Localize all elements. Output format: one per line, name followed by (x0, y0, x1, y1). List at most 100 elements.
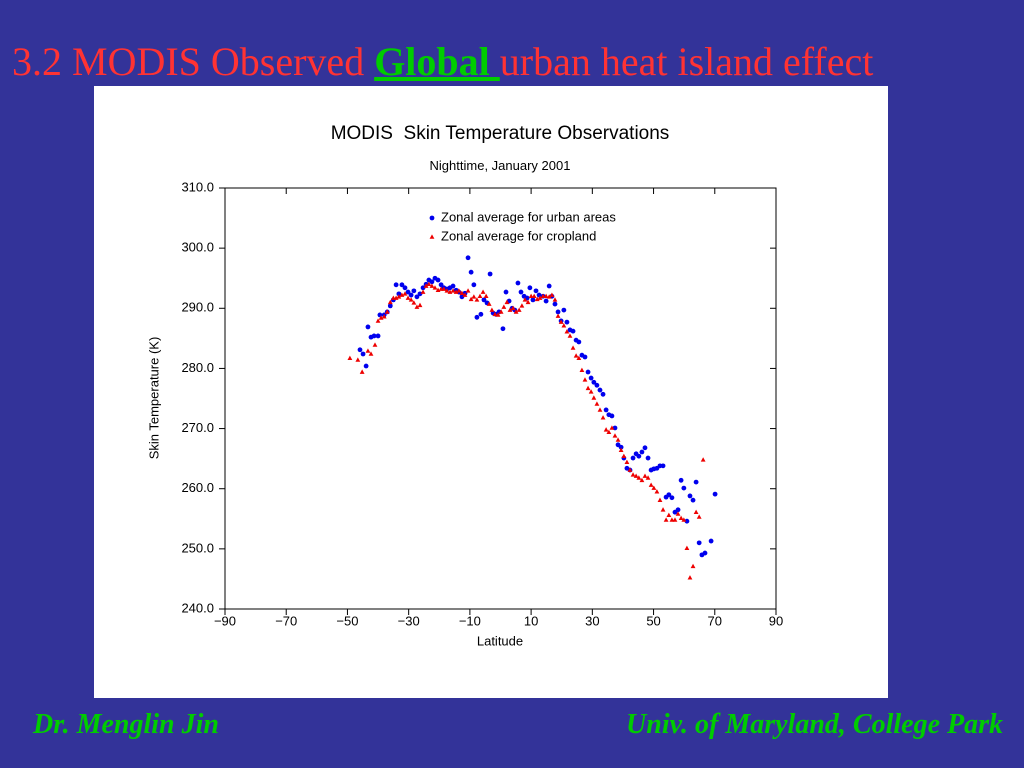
data-point (618, 444, 624, 450)
data-point (357, 347, 363, 353)
data-point (576, 339, 582, 345)
data-point (450, 288, 456, 293)
data-point (420, 285, 426, 291)
data-point (503, 289, 509, 295)
data-point (518, 289, 524, 295)
data-point (372, 342, 378, 347)
y-tick-label: 240.0 (181, 600, 214, 615)
x-tick-label: 50 (646, 613, 660, 628)
x-axis-label: Latitude (477, 633, 523, 648)
data-point (630, 472, 636, 477)
data-point (384, 309, 390, 314)
data-point (609, 413, 615, 419)
data-point (489, 307, 495, 312)
data-point (600, 415, 606, 420)
data-point (501, 304, 507, 309)
data-point (441, 286, 447, 291)
data-point (537, 295, 543, 300)
data-point (636, 453, 642, 459)
data-point (474, 314, 480, 320)
data-point (633, 473, 639, 478)
data-point (393, 295, 399, 300)
title-before: 3.2 MODIS Observed (12, 39, 374, 84)
data-point (552, 301, 558, 307)
y-axis-label: Skin Temperature (K) (146, 337, 161, 460)
data-point (636, 475, 642, 480)
data-point (597, 387, 603, 393)
data-point (654, 489, 660, 494)
data-point (360, 351, 366, 357)
data-point (576, 355, 582, 361)
data-point (675, 511, 681, 516)
data-point (555, 309, 561, 315)
data-point (612, 433, 618, 438)
data-point (450, 283, 456, 289)
data-point (600, 391, 606, 397)
data-point (402, 285, 408, 291)
data-point (396, 294, 402, 299)
data-point (700, 457, 706, 462)
data-point (540, 293, 546, 299)
data-point (693, 509, 699, 514)
data-point (588, 375, 594, 381)
data-point (666, 492, 672, 498)
data-point (582, 377, 588, 382)
data-point (594, 401, 600, 406)
data-point (549, 292, 555, 297)
data-point (402, 291, 408, 296)
data-point (468, 269, 474, 275)
y-tick-label: 290.0 (181, 300, 214, 315)
data-point (480, 289, 486, 294)
data-point (591, 395, 597, 400)
data-point (690, 497, 696, 503)
data-point (555, 313, 561, 318)
legend-label: Zonal average for cropland (441, 228, 596, 243)
data-point (651, 485, 657, 490)
data-point (516, 307, 522, 312)
x-tick-label: −50 (336, 613, 358, 628)
data-point (531, 293, 537, 299)
data-point (546, 294, 552, 299)
data-point (618, 447, 624, 453)
data-point (465, 255, 471, 261)
data-point (471, 282, 477, 288)
data-point (666, 512, 672, 517)
data-point (462, 292, 468, 297)
data-point (534, 296, 540, 302)
y-tick-label: 270.0 (181, 420, 214, 435)
data-point (459, 290, 465, 296)
data-point (561, 307, 567, 313)
data-point (411, 300, 417, 305)
data-point (597, 407, 603, 412)
data-point (500, 326, 506, 332)
data-point (594, 382, 600, 388)
data-point (465, 288, 471, 293)
data-point (663, 517, 669, 522)
data-point (519, 303, 525, 308)
data-point (675, 507, 681, 513)
data-point (414, 304, 420, 309)
x-tick-label: 70 (708, 613, 722, 628)
data-point (702, 550, 708, 556)
data-point (483, 293, 489, 299)
data-point (530, 297, 536, 303)
data-point (355, 357, 361, 362)
data-point (456, 288, 462, 293)
data-point (365, 324, 371, 330)
data-point (606, 429, 612, 434)
data-point (696, 514, 702, 519)
data-point (645, 455, 651, 461)
data-point (678, 515, 684, 520)
data-point (624, 459, 630, 465)
data-point (495, 312, 501, 317)
data-point (375, 333, 381, 339)
data-point (378, 315, 384, 320)
x-tick-label: 10 (524, 613, 538, 628)
data-point (648, 482, 654, 487)
data-point (477, 293, 483, 299)
x-tick-label: −70 (275, 613, 297, 628)
data-point (515, 280, 521, 286)
data-point (527, 285, 533, 291)
data-point (669, 495, 675, 501)
data-point (579, 367, 585, 373)
